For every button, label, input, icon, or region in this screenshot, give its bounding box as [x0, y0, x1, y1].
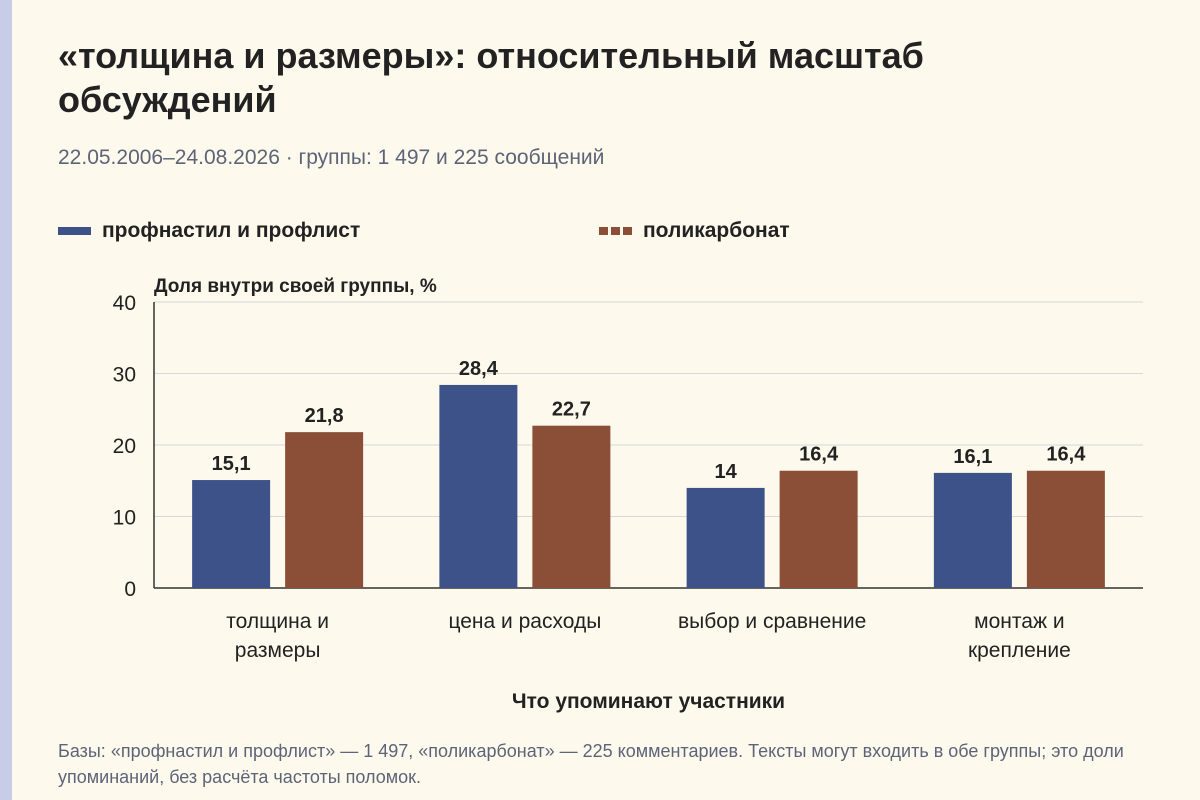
- y-tick-label: 0: [124, 578, 136, 601]
- bar-series-1: [192, 480, 271, 588]
- bar-series-2: [285, 432, 364, 588]
- bar-value-label: 16,1: [953, 446, 992, 468]
- bar-value-label: 21,8: [305, 405, 344, 427]
- bar-value-label: 16,4: [1046, 444, 1086, 466]
- x-tick-label: цена и расходы: [448, 610, 601, 633]
- x-tick-label: крепление: [968, 639, 1071, 662]
- bar-series-1: [933, 472, 1012, 588]
- legend-item-series-1: профнастил и профлист: [58, 219, 360, 243]
- legend-swatch-solid: [58, 227, 91, 235]
- legend-label-series-2: поликарбонат: [643, 219, 790, 242]
- legend-swatch-dashed: [599, 227, 632, 235]
- x-axis-label: Что упоминают участники: [512, 690, 785, 713]
- bar-series-2: [779, 470, 858, 588]
- bar-series-2: [1026, 470, 1105, 588]
- side-accent-strip: [0, 0, 12, 800]
- x-tick-label: выбор и сравнение: [678, 610, 866, 633]
- legend-item-series-2: поликарбонат: [599, 219, 790, 243]
- bar-series-1: [439, 384, 518, 588]
- bar-value-label: 14: [715, 461, 738, 483]
- bar-value-label: 28,4: [459, 358, 499, 380]
- y-tick-label: 40: [113, 292, 136, 315]
- chart-subtitle: 22.05.2006–24.08.2026 · группы: 1 497 и …: [58, 146, 605, 169]
- x-tick-label: монтаж и: [974, 610, 1064, 633]
- legend-label-series-1: профнастил и профлист: [102, 219, 361, 242]
- bar-series-1: [686, 487, 765, 588]
- y-axis-label: Доля внутри своей группы, %: [154, 276, 437, 297]
- bar-chart: 0 10 20 30 40 Доля внутри своей группы, % 15,1…: [113, 276, 1143, 713]
- footnote: Базы: «профнастил и профлист» — 1 497, «…: [58, 741, 1124, 787]
- y-tick-label: 30: [113, 364, 136, 387]
- chart-title: «толщина и размеры»: относительный масшт…: [58, 35, 924, 120]
- y-tick-label: 20: [113, 435, 136, 458]
- bar-value-label: 15,1: [212, 453, 251, 475]
- bar-value-label: 16,4: [799, 444, 839, 466]
- bar-value-label: 22,7: [552, 399, 591, 421]
- x-tick-label: размеры: [235, 639, 321, 662]
- x-tick-label: толщина и: [226, 610, 329, 633]
- y-tick-label: 10: [113, 507, 136, 530]
- bar-series-2: [532, 425, 611, 588]
